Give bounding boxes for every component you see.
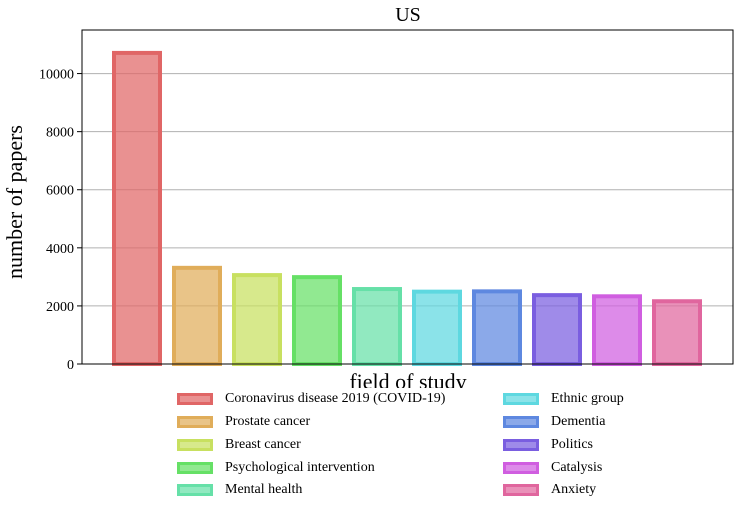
x-axis-label: field of study: [349, 369, 466, 388]
legend-label: Coronavirus disease 2019 (COVID-19): [225, 391, 446, 406]
legend-item: Mental health: [177, 480, 302, 500]
legend-item: Ethnic group: [503, 389, 624, 409]
legend-swatch: [177, 484, 213, 496]
legend-item: Prostate cancer: [177, 412, 310, 432]
y-tick-label: 2000: [46, 300, 74, 315]
legend-item: Anxiety: [503, 480, 596, 500]
legend-label: Breast cancer: [225, 437, 301, 452]
legend-swatch: [177, 416, 213, 428]
bar: [592, 294, 642, 366]
legend-item: Dementia: [503, 412, 605, 432]
legend-item: Breast cancer: [177, 435, 301, 455]
legend-item: Psychological intervention: [177, 458, 375, 478]
legend-swatch: [503, 484, 539, 496]
legend-swatch: [503, 416, 539, 428]
legend-label: Catalysis: [551, 460, 603, 475]
legend: Coronavirus disease 2019 (COVID-19) Prost…: [0, 388, 735, 513]
legend-swatch: [503, 393, 539, 405]
legend-swatch: [503, 439, 539, 451]
legend-swatch: [177, 462, 213, 474]
legend-label: Mental health: [225, 482, 303, 497]
legend-label: Politics: [551, 437, 594, 452]
plot-frame: [81, 29, 734, 365]
legend-label: Dementia: [551, 414, 606, 429]
bar: [652, 299, 702, 366]
bar: [232, 273, 282, 366]
legend-swatch: [177, 439, 213, 451]
bar: [412, 289, 462, 366]
legend-label: Prostate cancer: [225, 414, 311, 429]
chart-title: US: [395, 4, 421, 26]
y-tick-label: 0: [67, 358, 74, 373]
y-tick-label: 6000: [46, 184, 74, 199]
legend-swatch: [177, 393, 213, 405]
legend-label: Psychological intervention: [225, 460, 375, 475]
y-tick-label: 10000: [39, 68, 74, 83]
legend-label: Anxiety: [551, 482, 597, 497]
legend-swatch: [503, 462, 539, 474]
bar: [112, 50, 162, 366]
bar: [472, 289, 522, 366]
legend-item: Coronavirus disease 2019 (COVID-19): [177, 389, 445, 409]
y-tick-label: 4000: [46, 242, 74, 257]
bar: [532, 293, 582, 366]
bar: [172, 265, 222, 366]
bar: [292, 275, 342, 366]
y-tick-label: 8000: [46, 126, 74, 141]
legend-item: Politics: [503, 435, 593, 455]
legend-label: Ethnic group: [551, 391, 624, 406]
legend-item: Catalysis: [503, 458, 602, 478]
bar: [352, 287, 402, 367]
y-axis-label: number of papers: [2, 125, 27, 279]
bar-chart: US number of papers field of study 0 2000…: [2, 4, 734, 388]
